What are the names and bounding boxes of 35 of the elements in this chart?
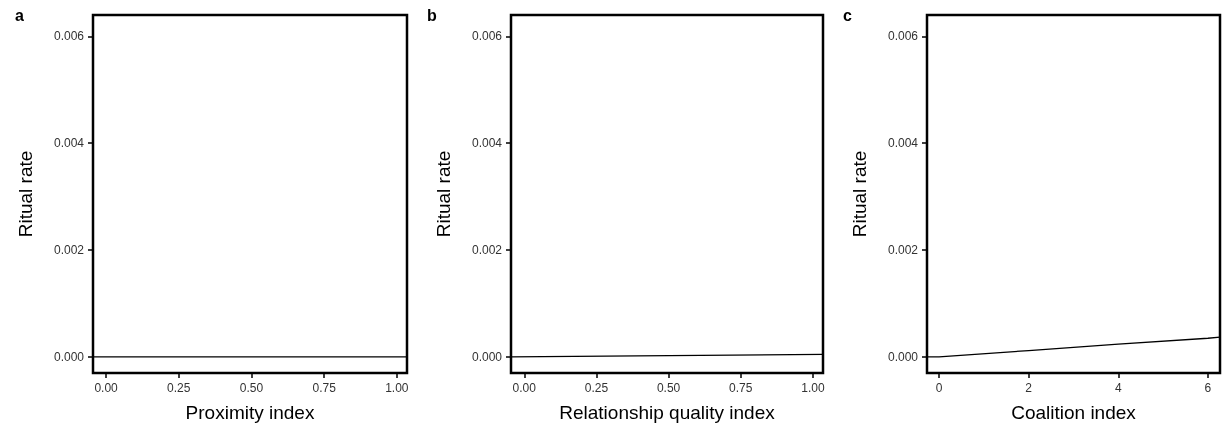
- y-tick-label: 0.000: [53, 349, 85, 364]
- x-tick-label: 6: [1204, 381, 1212, 395]
- y-tick-label: 0.006: [53, 29, 85, 44]
- x-tick-label: 0.75: [312, 381, 337, 395]
- x-tick-label: 2: [1025, 381, 1033, 395]
- x-tick-label: 0.75: [729, 381, 753, 395]
- y-axis-title: Ritual rate: [849, 150, 870, 238]
- y-tick-label: 0.000: [471, 349, 503, 364]
- x-tick-label: 1.00: [801, 381, 825, 395]
- x-tick-label: 1.00: [385, 381, 409, 395]
- x-tick-label: 0.25: [167, 381, 191, 395]
- y-tick-label: 0.002: [471, 243, 503, 258]
- y-tick-label: 0.002: [53, 243, 85, 258]
- y-axis-title: Ritual rate: [433, 150, 454, 238]
- chart-title: b: [427, 6, 437, 24]
- x-tick-label: 0.00: [512, 381, 537, 395]
- y-tick-label: 0.006: [887, 29, 919, 44]
- y-tick-label: 0.004: [887, 136, 919, 151]
- x-tick-label: 0.00: [94, 381, 119, 395]
- x-tick-label: 4: [1114, 381, 1122, 395]
- x-axis-title: Coalition index: [1011, 402, 1137, 423]
- chart-title: c: [843, 6, 852, 24]
- x-tick-label: 0.50: [239, 381, 264, 395]
- chart-title: a: [15, 6, 24, 24]
- x-tick-label: 0: [935, 381, 943, 395]
- x-axis-title: Proximity index: [185, 402, 315, 423]
- x-axis-title: Relationship quality index: [559, 402, 776, 423]
- y-tick-label: 0.002: [887, 243, 919, 258]
- y-tick-label: 0.004: [53, 136, 85, 151]
- y-tick-label: 0.004: [471, 136, 503, 151]
- x-tick-label: 0.50: [656, 381, 681, 395]
- y-tick-label: 0.006: [471, 29, 503, 44]
- y-tick-label: 0.000: [887, 349, 919, 364]
- y-axis-title: Ritual rate: [15, 150, 36, 238]
- x-tick-label: 0.25: [584, 381, 609, 395]
